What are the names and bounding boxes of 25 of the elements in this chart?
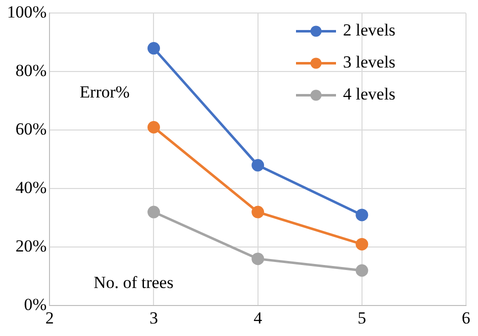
x-tick-label: 5: [358, 308, 366, 328]
y-tick-label: 20%: [15, 236, 47, 256]
x-tick-label: 2: [45, 308, 54, 328]
legend-label: 3 levels: [343, 52, 396, 72]
point: [356, 264, 368, 277]
legend-label: 2 levels: [343, 20, 396, 40]
x-tick-label: 4: [254, 308, 263, 328]
x-tick-label: 3: [149, 308, 158, 328]
y-tick-label: 60%: [15, 120, 47, 139]
point: [356, 238, 368, 250]
y-tick-label: 0%: [24, 295, 47, 314]
point: [147, 206, 160, 218]
point: [356, 208, 368, 222]
legend-label: 4 levels: [343, 84, 396, 104]
y-tick-label: 40%: [15, 178, 47, 198]
point: [252, 252, 264, 266]
y-tick-label: 100%: [6, 2, 47, 22]
x-tick-label: 6: [462, 308, 470, 328]
point: [252, 159, 264, 172]
point: [147, 42, 160, 55]
point: [147, 120, 160, 134]
y-axis-title: Error%: [80, 82, 130, 102]
point: [252, 206, 264, 218]
y-tick-label: 80%: [15, 61, 47, 80]
x-axis-title: No. of trees: [94, 273, 174, 292]
